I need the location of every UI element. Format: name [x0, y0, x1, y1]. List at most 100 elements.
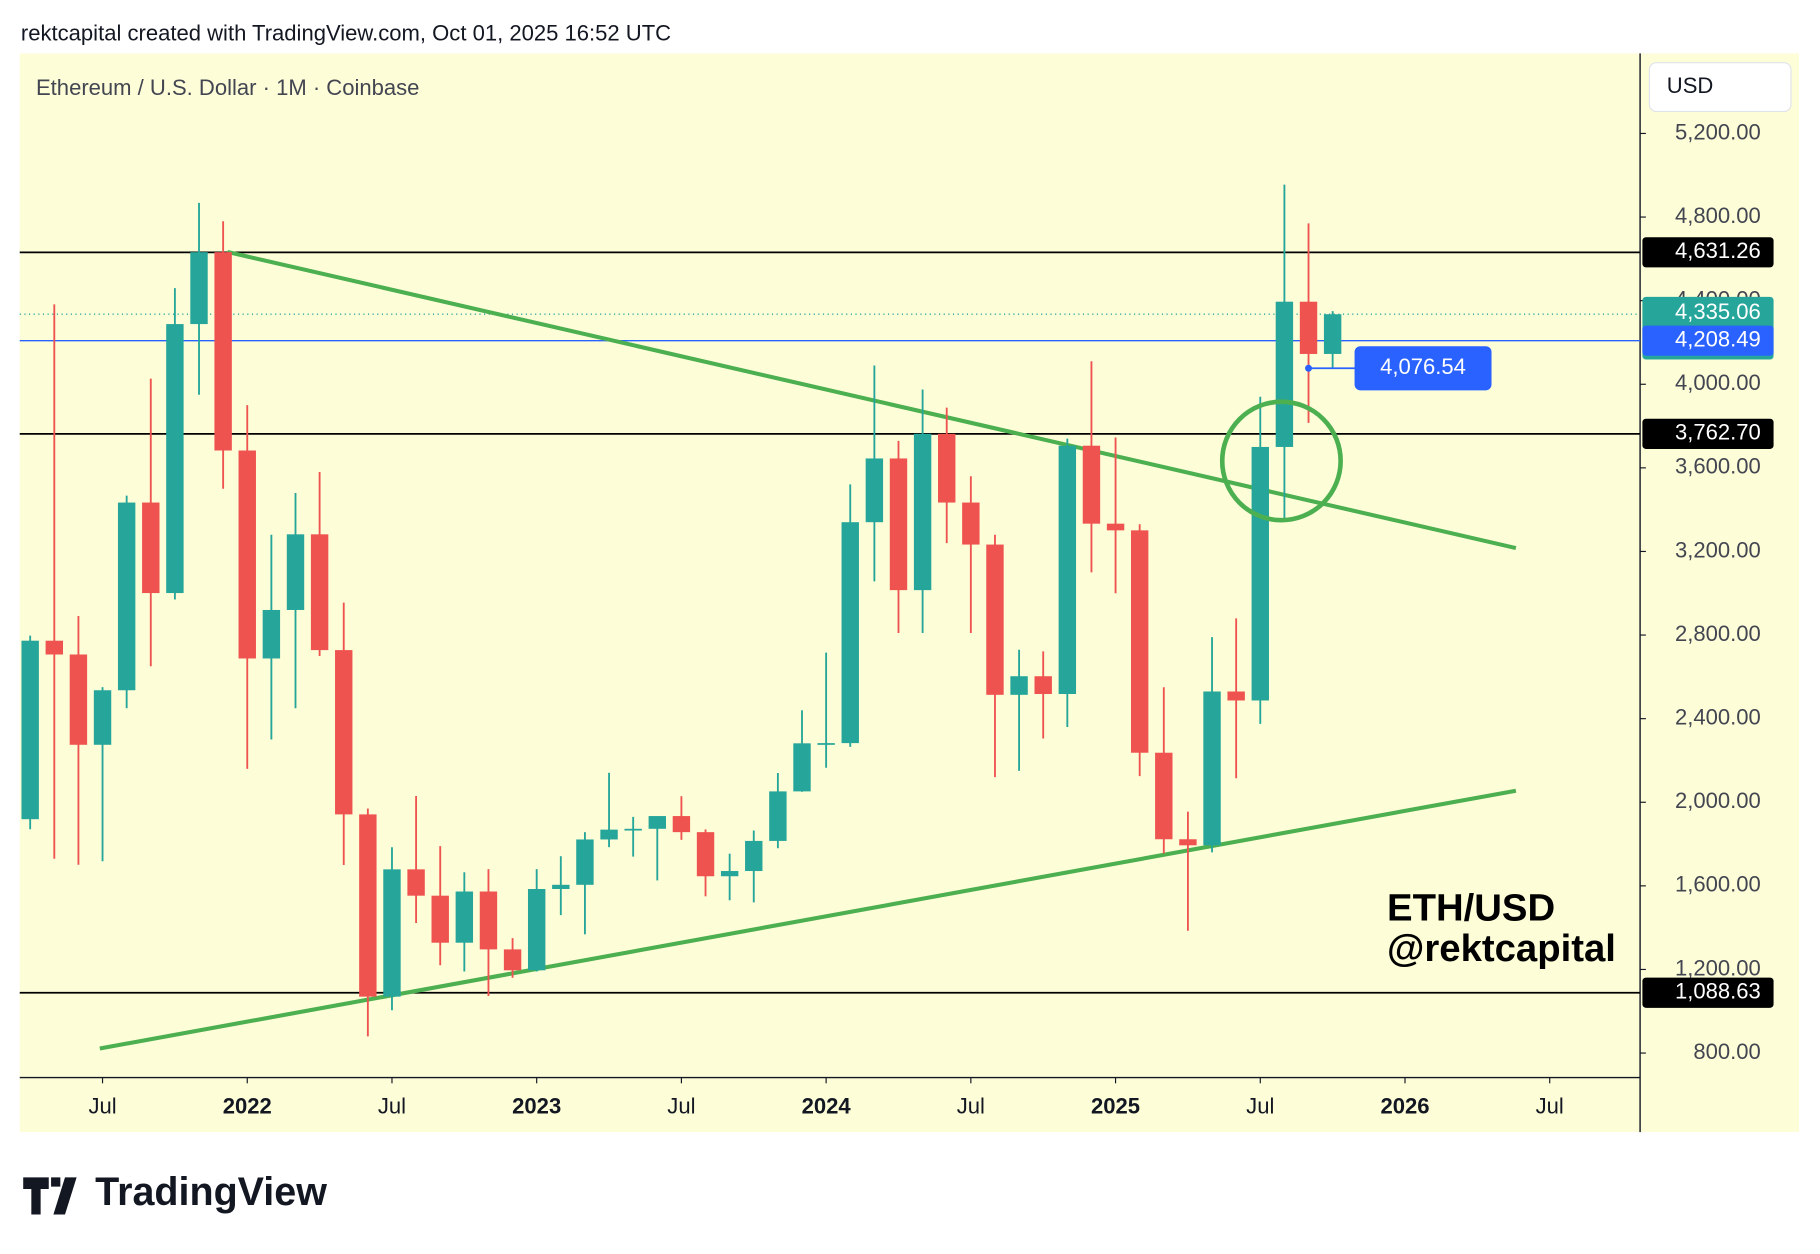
candle-body — [1010, 676, 1028, 695]
y-tick-label: 4,800.00 — [1675, 203, 1761, 228]
candle-body — [117, 502, 136, 691]
candle-body — [286, 534, 305, 610]
candle-body — [1179, 839, 1197, 846]
candle-body — [1323, 314, 1342, 354]
candle-body — [1106, 523, 1125, 531]
blue-price-label: 4,208.49 — [1675, 327, 1761, 352]
candle-body — [672, 816, 691, 833]
candle-body — [1227, 691, 1245, 701]
candle-body — [938, 433, 956, 503]
x-tick-label: Jul — [378, 1094, 406, 1119]
watermark: ETH/USD — [1387, 886, 1555, 929]
y-tick-label: 2,800.00 — [1675, 621, 1761, 646]
candle-body — [21, 640, 39, 820]
price-box-label: 1,088.63 — [1675, 979, 1761, 1004]
x-tick-label: Jul — [1536, 1094, 1564, 1119]
price-box — [1642, 418, 1774, 449]
callout-dot — [1305, 364, 1313, 372]
trend-line — [99, 788, 1517, 1051]
candle-body — [359, 814, 377, 997]
candle-body — [696, 832, 715, 877]
y-tick-label: 800.00 — [1693, 1039, 1760, 1064]
candle-body — [166, 324, 184, 594]
trend-line — [227, 249, 1517, 551]
grid — [19, 251, 1641, 994]
header: rektcapital created with TradingView.com… — [21, 21, 671, 46]
candle-body — [648, 816, 666, 829]
x-tick-label: 2023 — [512, 1094, 561, 1119]
candle-body — [865, 458, 884, 523]
candle-body — [310, 534, 329, 651]
currency-button[interactable] — [1648, 62, 1792, 113]
chart-title: Ethereum / U.S. Dollar · 1M · Coinbase — [36, 75, 419, 100]
candle-body — [142, 502, 160, 594]
last-price-label: 4,335.06 — [1675, 299, 1761, 324]
candle-body — [986, 544, 1004, 695]
y-tick-label: 2,000.00 — [1675, 788, 1761, 813]
candle-body — [720, 871, 739, 877]
brand-logo: TradingView — [23, 1170, 327, 1215]
chart-area — [19, 53, 1800, 1133]
candle-body — [190, 252, 208, 325]
candle-body — [527, 888, 546, 971]
price-axis: 800.00 1,200.00 1,600.00 2,000.00 2,400.00 2,… — [88, 119, 1774, 1119]
callout-label: 4,076.54 — [1380, 354, 1466, 379]
x-tick-label: Jul — [957, 1094, 985, 1119]
x-tick-label: 2024 — [802, 1094, 852, 1119]
y-tick-label: 5,200.00 — [1675, 119, 1761, 144]
candle-body — [238, 450, 256, 659]
brand: TradingView — [95, 1170, 327, 1214]
candle-body — [214, 252, 232, 451]
candle-body — [262, 609, 281, 659]
candle-body — [600, 829, 618, 840]
candle-body — [1130, 530, 1149, 753]
candle-body — [1299, 301, 1318, 354]
candle-body — [45, 640, 64, 655]
candle-body — [889, 458, 908, 591]
y-tick-label: 3,200.00 — [1675, 537, 1761, 562]
price-box-label: 4,631.26 — [1675, 238, 1761, 263]
y-tick-label: 1,600.00 — [1675, 872, 1761, 897]
candle-body — [503, 949, 522, 971]
candle-body — [769, 791, 787, 841]
currency-label: USD — [1667, 73, 1714, 98]
price-box — [1642, 977, 1774, 1008]
candle-body — [1155, 752, 1173, 840]
y-tick-label: 3,600.00 — [1675, 454, 1761, 479]
callout-box — [1354, 346, 1492, 391]
candle-body — [624, 828, 642, 831]
candle-body — [407, 869, 425, 896]
price-box-label: 3,762.70 — [1675, 420, 1761, 445]
x-tick-label: Jul — [1246, 1094, 1274, 1119]
x-tick-label: 2026 — [1380, 1094, 1429, 1119]
candle-body — [1058, 445, 1077, 694]
candle-body — [93, 690, 112, 745]
candle-body — [383, 869, 401, 997]
candle-body — [1203, 691, 1221, 846]
y-tick-label: 2,400.00 — [1675, 704, 1761, 729]
candle-body — [1082, 445, 1101, 524]
candles: 4,076.54 — [21, 184, 1492, 1037]
candle-body — [817, 743, 835, 745]
highlight-circle — [1219, 399, 1343, 523]
x-tick-label: 2022 — [223, 1094, 272, 1119]
candle-body — [479, 891, 498, 950]
candle-body — [1275, 301, 1294, 447]
candle-body — [962, 502, 980, 545]
candle-body — [1034, 676, 1052, 694]
watermark: @rektcapital — [1387, 927, 1616, 970]
candle-body — [576, 839, 594, 885]
candle-body — [552, 884, 570, 889]
y-tick-label: 1,200.00 — [1675, 955, 1761, 980]
x-tick-label: Jul — [667, 1094, 695, 1119]
candle-body — [1251, 446, 1269, 701]
candle-body — [69, 654, 88, 745]
x-tick-label: 2025 — [1091, 1094, 1140, 1119]
price-box — [1642, 237, 1774, 268]
x-tick-label: Jul — [88, 1094, 116, 1119]
blue-price-box — [1642, 325, 1774, 356]
candle-body — [913, 433, 932, 591]
candle-body — [793, 743, 811, 792]
